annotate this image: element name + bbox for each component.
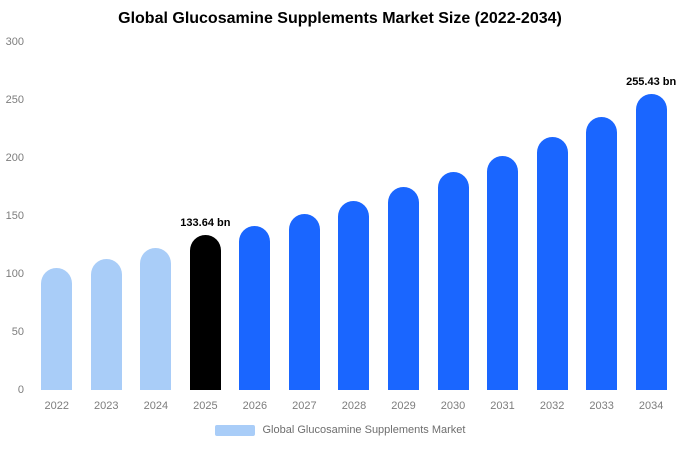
y-tick-label: 150: [5, 210, 24, 222]
bar-column: 2024: [131, 42, 181, 412]
bar-column: 2026: [230, 42, 280, 412]
bar-2030[interactable]: [437, 171, 469, 390]
bar-column: 255.43 bn 2034: [626, 42, 677, 412]
legend-label: Global Glucosamine Supplements Market: [262, 424, 466, 436]
value-label: 255.43 bn: [626, 75, 677, 88]
bar-column: 2030: [428, 42, 478, 412]
bar-column: 133.64 bn 2025: [180, 42, 231, 412]
bar-column: 2027: [280, 42, 330, 412]
x-tick-label: 2027: [292, 400, 317, 412]
bar-column: 2031: [478, 42, 528, 412]
bar-2023[interactable]: [90, 258, 122, 390]
x-tick-label: 2024: [143, 400, 169, 412]
bar-2029[interactable]: [387, 187, 419, 390]
bar-column: 2022: [32, 42, 82, 412]
bar-column: 2032: [527, 42, 577, 412]
chart-title: Global Glucosamine Supplements Market Si…: [118, 10, 562, 27]
bar-column: 2029: [379, 42, 429, 412]
bar-2024[interactable]: [140, 248, 172, 390]
plot-area: 2022 2023 2024 133.64 bn 2025 2026 2027 2028 202…: [32, 42, 677, 412]
y-tick-label: 0: [17, 384, 24, 396]
value-label: 133.64 bn: [180, 216, 231, 229]
x-tick-label: 2028: [341, 400, 367, 412]
y-axis: 0 50 100 150 200 250 300: [0, 36, 26, 396]
x-tick-label: 2033: [589, 400, 614, 412]
x-tick-label: 2029: [391, 400, 416, 412]
bar-2027[interactable]: [288, 213, 320, 390]
bar-column: 2033: [577, 42, 627, 412]
x-tick-label: 2023: [94, 400, 119, 412]
x-tick-label: 2025: [193, 400, 218, 412]
bar-2022[interactable]: [41, 268, 73, 390]
legend[interactable]: Global Glucosamine Supplements Market: [0, 424, 680, 436]
y-tick-label: 250: [5, 94, 24, 106]
bar-2034[interactable]: [635, 93, 667, 390]
x-tick-label: 2034: [638, 400, 664, 412]
y-tick-label: 100: [5, 268, 24, 280]
y-tick-label: 200: [5, 152, 24, 164]
bar-2032[interactable]: [536, 137, 568, 390]
bar-column: 2023: [82, 42, 132, 412]
bar-2026[interactable]: [239, 226, 271, 390]
bar-column: 2028: [329, 42, 379, 412]
x-tick-label: 2031: [490, 400, 515, 412]
bar-2031[interactable]: [487, 155, 519, 390]
y-tick-label: 300: [5, 36, 24, 48]
legend-swatch-icon: [214, 424, 255, 436]
y-tick-label: 50: [11, 326, 24, 338]
x-tick-label: 2030: [440, 400, 466, 412]
bar-2025[interactable]: [189, 234, 221, 390]
bar-2028[interactable]: [338, 200, 370, 390]
x-tick-label: 2032: [539, 400, 565, 412]
bar-2033[interactable]: [586, 117, 618, 390]
x-tick-label: 2022: [44, 400, 70, 412]
x-tick-label: 2026: [242, 400, 268, 412]
